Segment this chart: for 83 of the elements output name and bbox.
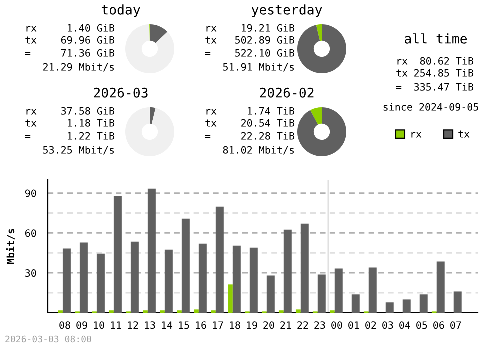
text: all time [405,34,467,44]
y-tick-label: 90 [25,190,36,198]
bar [352,294,360,313]
bar [96,254,105,313]
text: tx 254.85 TiB [396,69,474,77]
bar [182,218,190,313]
bar [250,248,258,313]
x-tick-label: 18 [230,322,240,330]
chart-title: 2026-03 [94,88,148,98]
text: since 2024-09-05 [384,103,478,111]
text: rx 1.40 GiB [26,24,115,32]
x-tick-label: 23 [314,322,326,330]
x-tick-label: 08 [60,322,70,330]
text: rx 37.58 GiB [26,107,115,115]
x-tick-label: 11 [111,322,122,329]
y-tick-label: 60 [26,230,36,238]
x-tick-label: 01 [348,322,360,330]
x-tick-label: 17 [213,322,224,329]
bar [436,262,445,313]
x-tick-label: 09 [76,322,88,330]
text: rx 1.74 TiB [206,107,295,115]
chart-title: yesterday [252,4,322,18]
bar [148,188,156,313]
x-tick-label: 20 [264,322,274,330]
bar [130,242,139,313]
x-tick-label: 16 [196,322,206,330]
text: = 335.47 TiB [396,83,474,91]
text: = 1.22 TiB [25,132,115,140]
x-tick-label: 00 [332,322,342,330]
bar [300,224,309,313]
x-tick-label: 07 [450,322,462,330]
bar [402,300,411,313]
text: tx 69.96 GiB [26,36,115,44]
bar [114,196,122,313]
x-tick-label: 02 [366,322,376,330]
bar [232,246,241,313]
bar [62,248,71,313]
x-tick-label: 06 [434,322,444,330]
x-tick-label: 22 [298,322,308,329]
text: tx 1.18 TiB [26,119,115,127]
legend-label: rx [412,132,422,138]
bar [80,242,88,313]
bar [164,250,173,313]
bar [368,268,377,313]
bar [454,292,462,313]
text: 51.91 Mbit/s [223,63,294,72]
text: 21.29 Mbit/s [44,63,114,72]
bar [266,276,275,313]
text: 81.02 Mbit/s [223,146,294,155]
text: tx 20.54 TiB [206,119,295,127]
x-tick-label: 21 [280,322,292,329]
bar [284,230,292,313]
legend-label: tx [458,130,470,138]
y-tick-label: 30 [26,270,36,278]
y-axis-title: Mbit/s [6,229,16,264]
bar [318,274,326,313]
x-tick-label: 19 [247,322,258,330]
text: = 522.10 GiB [205,49,295,57]
text: = 22.28 TiB [205,132,295,140]
bar [334,268,343,313]
text: rx 19.21 GiB [206,24,295,32]
x-tick-label: 05 [416,322,428,330]
x-tick-label: 13 [145,322,156,330]
text: = 71.36 GiB [25,49,115,57]
text: 53.25 Mbit/s [43,146,114,155]
x-tick-label: 04 [400,322,410,330]
x-tick-label: 14 [162,322,173,329]
chart-title: 2026-02 [260,88,314,98]
x-tick-label: 10 [94,322,104,330]
x-tick-label: 12 [128,322,138,329]
text: 2026-03-03 08:00 [6,336,92,343]
text: rx 80.62 TiB [398,57,474,65]
bar [228,284,233,313]
bar [386,302,394,313]
x-tick-label: 03 [382,322,394,330]
text: tx 502.89 GiB [206,36,295,44]
bar [194,310,199,313]
bar [198,244,207,313]
bar [420,294,428,313]
bar [216,206,224,313]
x-tick-label: 15 [179,322,190,330]
chart-title: today [102,4,140,18]
bar [296,310,301,313]
